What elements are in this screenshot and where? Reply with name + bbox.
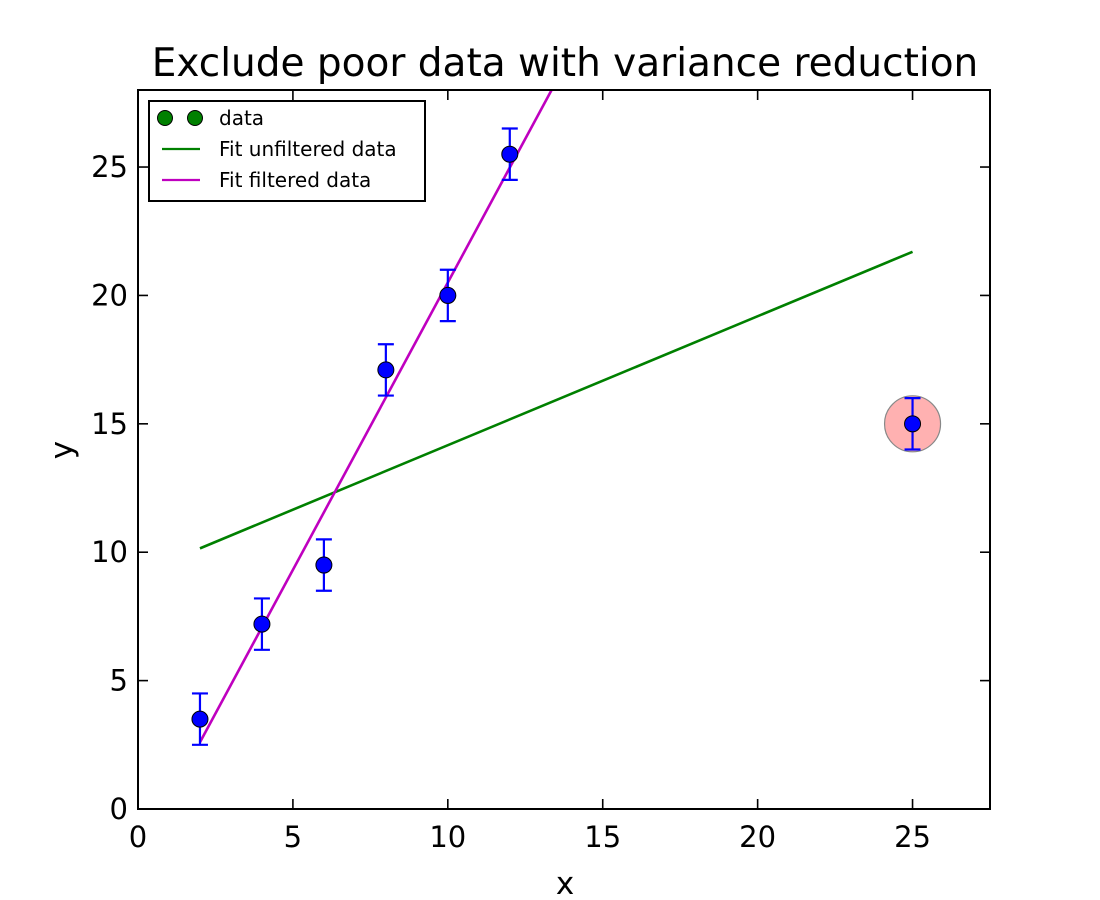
legend: data Fit unfiltered data Fit filtered da… (148, 100, 426, 202)
y-tick-label-2: 10 (91, 535, 128, 569)
y-tick-label-0: 0 (110, 792, 128, 826)
fit-filtered-line (198, 89, 553, 743)
x-axis-ticks: 0 5 10 15 20 25 (129, 90, 931, 854)
data-points (191, 145, 922, 728)
x-tick-label-0: 0 (129, 820, 147, 854)
plot-area (138, 90, 990, 809)
y-tick-label-5: 25 (91, 150, 128, 184)
data-point-2 (315, 556, 333, 574)
legend-data-marker-1 (157, 110, 173, 126)
data-point-0 (191, 710, 209, 728)
y-tick-label-1: 5 (110, 664, 128, 698)
y-axis-title: y (44, 441, 80, 459)
data-point-6 (904, 415, 922, 433)
y-tick-label-4: 20 (91, 278, 128, 312)
legend-label-filtered: Fit filtered data (219, 168, 371, 192)
fit-lines (198, 89, 914, 743)
chart-title: Exclude poor data with variance reductio… (152, 41, 979, 86)
data-point-4 (439, 286, 457, 304)
y-tick-label-3: 15 (91, 407, 128, 441)
x-tick-label-3: 15 (584, 820, 621, 854)
x-tick-label-5: 25 (894, 820, 931, 854)
data-point-3 (377, 361, 395, 379)
plot-frame (137, 89, 991, 810)
legend-data-marker-2 (187, 110, 203, 126)
legend-label-unfiltered: Fit unfiltered data (219, 137, 397, 161)
data-point-5 (501, 145, 519, 163)
y-axis-ticks: 0 5 10 15 20 25 (91, 150, 990, 826)
x-axis-title: x (556, 866, 574, 900)
data-point-1 (253, 615, 271, 633)
x-tick-label-4: 20 (739, 820, 776, 854)
x-tick-label-1: 5 (284, 820, 302, 854)
fit-unfiltered-line (199, 250, 914, 550)
legend-label-data: data (219, 106, 264, 130)
x-tick-label-2: 10 (429, 820, 466, 854)
